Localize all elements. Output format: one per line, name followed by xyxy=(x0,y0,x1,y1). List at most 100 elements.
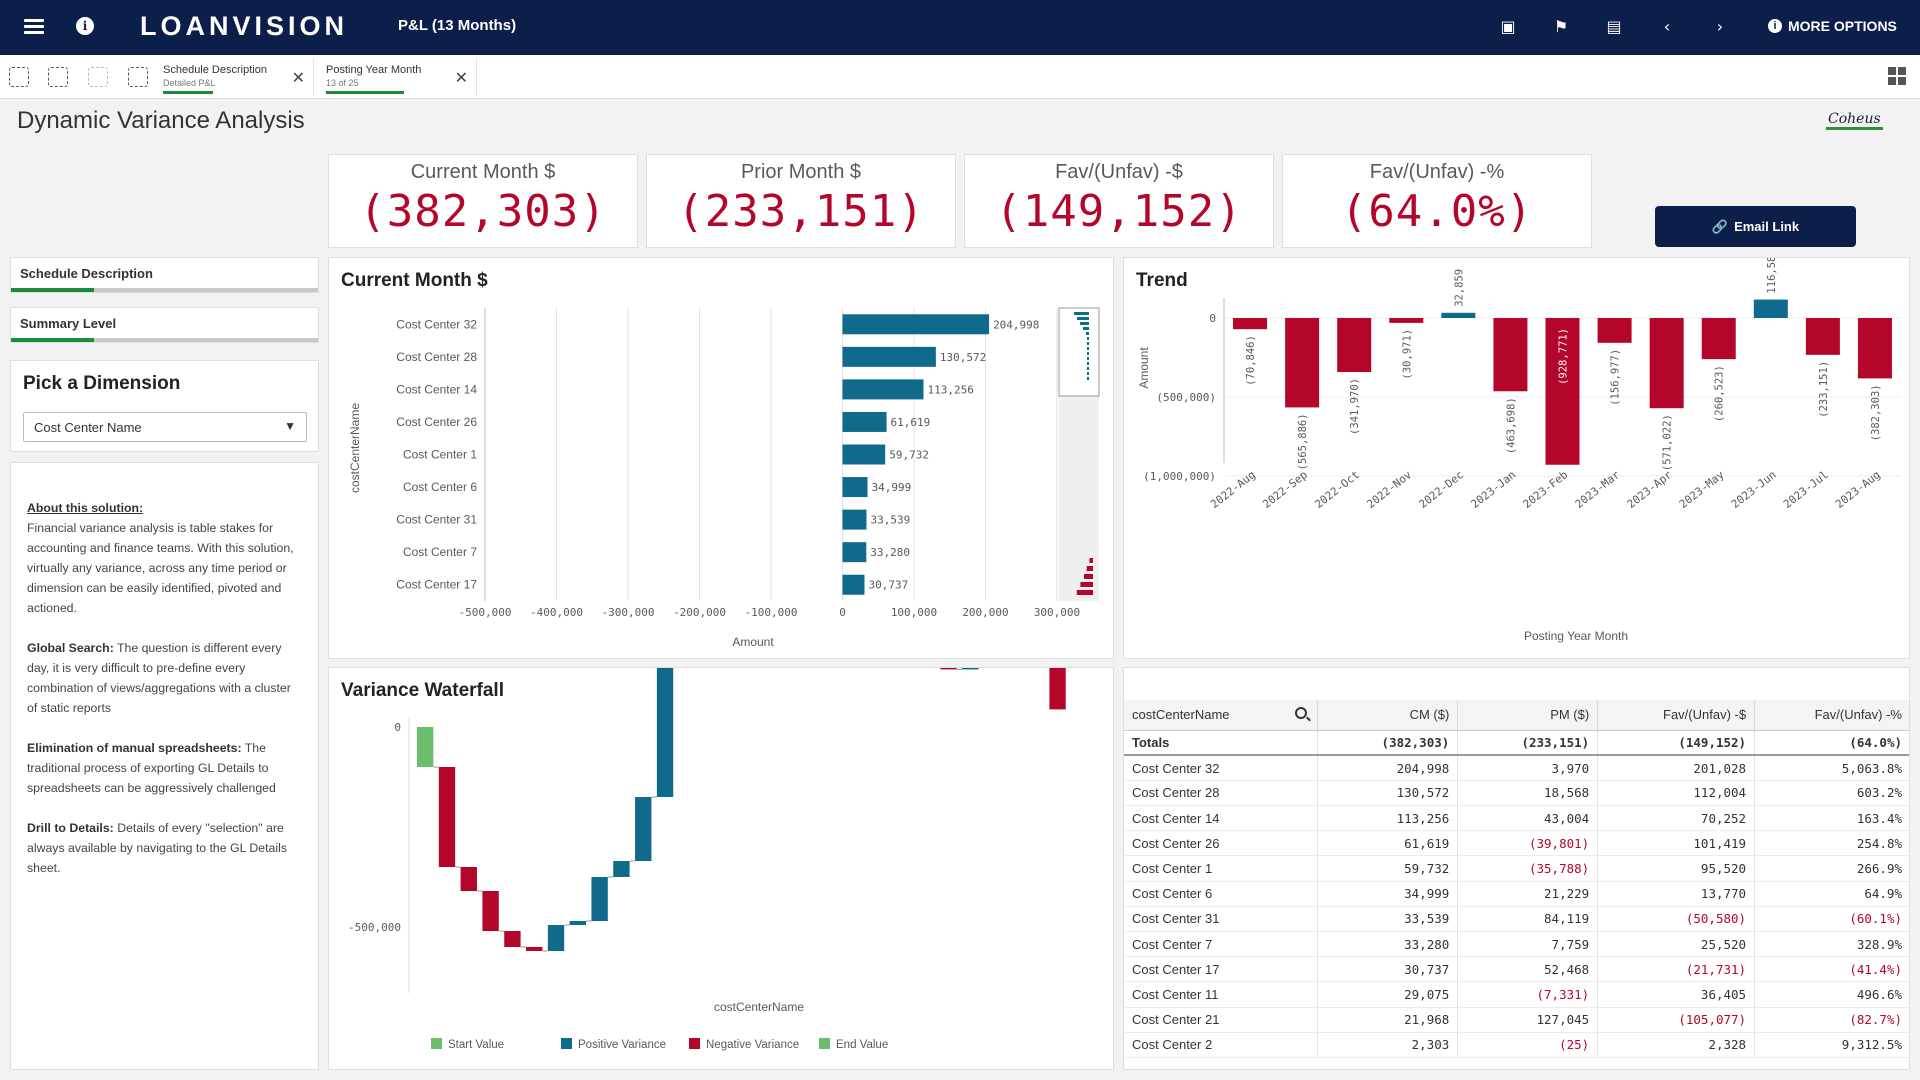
cost-center-cell[interactable]: Cost Center 2 xyxy=(1124,1032,1319,1058)
clear-selections-icon[interactable] xyxy=(128,67,148,87)
bar-value-label: (233,151) xyxy=(1818,361,1830,418)
sheets-icon[interactable]: ▤ xyxy=(1606,17,1622,36)
column-header-fav-dollar[interactable]: Fav/(Unfav) -$ xyxy=(1597,700,1756,731)
search-icon[interactable] xyxy=(1295,707,1308,719)
x-tick-label: 2023-Jul xyxy=(1781,468,1831,511)
value-cell: 7,759 xyxy=(1457,931,1599,958)
table-row[interactable]: Cost Center 17 30,737 52,468 (21,731) (41.4%… xyxy=(1124,956,1909,983)
step-forward-icon[interactable] xyxy=(88,67,108,87)
bar xyxy=(1285,318,1320,408)
more-options-button[interactable]: i MORE OPTIONS xyxy=(1768,18,1897,34)
current-month-chart[interactable]: -500,000 -400,000 -300,000 -200,000 -100,000… xyxy=(329,258,1115,660)
overview-bar xyxy=(1087,352,1089,355)
kpi-fav-unfav-percent[interactable]: Fav/(Unfav) -% (64.0%) xyxy=(1282,154,1592,248)
table-row[interactable]: Cost Center 32 204,998 3,970 201,028 5,063.8… xyxy=(1124,755,1909,781)
column-header-cm[interactable]: CM ($) xyxy=(1317,700,1459,731)
column-header-pm[interactable]: PM ($) xyxy=(1457,700,1599,731)
bar-value-label: (565,886) xyxy=(1297,413,1309,470)
close-icon[interactable]: ✕ xyxy=(291,68,305,87)
column-label: CM ($) xyxy=(1409,707,1450,723)
selection-field: Posting Year Month xyxy=(326,64,422,76)
x-tick-label: 300,000 xyxy=(1034,606,1080,619)
filter-summary-level[interactable]: Summary Level xyxy=(10,307,319,343)
cost-center-cell[interactable]: Cost Center 14 xyxy=(1124,805,1319,832)
smart-search-icon[interactable] xyxy=(9,67,29,87)
table-row[interactable]: Cost Center 28 130,572 18,568 112,004 603.2% xyxy=(1124,780,1909,807)
table-row[interactable]: Cost Center 26 61,619 (39,801) 101,419 254.8… xyxy=(1124,830,1909,857)
value-cell: (39,801) xyxy=(1457,830,1599,857)
kpi-current-month[interactable]: Current Month $ (382,303) xyxy=(328,154,638,248)
overview-bar xyxy=(1080,322,1089,325)
bar xyxy=(1545,318,1580,465)
overview-bar xyxy=(1086,332,1089,335)
value-cell: 130,572 xyxy=(1317,780,1459,807)
table-row[interactable]: Cost Center 21 21,968 127,045 (105,077) (82.… xyxy=(1124,1007,1909,1033)
info-icon[interactable]: i xyxy=(76,17,94,35)
value-cell: 5,063.8% xyxy=(1754,755,1909,781)
cost-center-cell[interactable]: Cost Center 1 xyxy=(1124,855,1319,882)
kpi-prior-month[interactable]: Prior Month $ (233,151) xyxy=(646,154,956,248)
cost-center-cell[interactable]: Cost Center 26 xyxy=(1124,830,1319,857)
value-cell: 9,312.5% xyxy=(1754,1032,1909,1058)
cost-center-cell[interactable]: Cost Center 11 xyxy=(1124,981,1319,1008)
legend-label: Positive Variance xyxy=(578,1039,666,1051)
table-row[interactable]: Cost Center 6 34,999 21,229 13,770 64.9% xyxy=(1124,881,1909,907)
value-cell: (233,151) xyxy=(1457,730,1599,757)
column-header-fav-percent[interactable]: Fav/(Unfav) -% xyxy=(1754,700,1909,731)
variance-waterfall-chart[interactable]: 0 -500,000 costCenterName Start Value Positi… xyxy=(329,668,1115,1071)
bar xyxy=(842,477,868,498)
cost-center-cell[interactable]: Cost Center 7 xyxy=(1124,931,1319,958)
cost-center-cell[interactable]: Totals xyxy=(1124,730,1319,757)
category-label: Cost Center 32 xyxy=(396,317,477,331)
value-cell: 21,968 xyxy=(1317,1007,1459,1033)
present-icon[interactable]: ▣ xyxy=(1500,17,1516,36)
cost-center-cell[interactable]: Cost Center 28 xyxy=(1124,780,1319,807)
cost-center-cell[interactable]: Cost Center 17 xyxy=(1124,956,1319,983)
step-back-icon[interactable] xyxy=(48,67,68,87)
table-row[interactable]: Cost Center 2 2,303 (25) 2,328 9,312.5% xyxy=(1124,1032,1909,1058)
next-sheet-icon[interactable]: › xyxy=(1716,17,1724,36)
positive-variance-bar xyxy=(591,877,608,921)
y-tick-label: -500,000 xyxy=(348,921,401,934)
selection-chip-posting-year-month[interactable]: Posting Year Month 13 of 25 ✕ xyxy=(320,58,477,96)
column-header-cost-center[interactable]: costCenterName xyxy=(1124,700,1319,731)
hamburger-menu-icon[interactable] xyxy=(24,16,44,38)
table-row[interactable]: Cost Center 31 33,539 84,119 (50,580) (60.1%… xyxy=(1124,906,1909,933)
selection-chip-schedule[interactable]: Schedule Description Detailed P&L ✕ xyxy=(157,58,314,96)
x-axis-title: Amount xyxy=(732,635,774,649)
spreadsheets-heading: Elimination of manual spreadsheets: xyxy=(27,741,242,755)
email-link-button[interactable]: 🔗 Email Link xyxy=(1655,206,1856,247)
link-icon: 🔗 xyxy=(1711,218,1729,234)
dimension-select[interactable]: Cost Center Name ▼ xyxy=(23,412,307,442)
trend-chart[interactable]: 500,0000(500,000)(1,000,000)AmountPostin… xyxy=(1124,258,1911,660)
cost-center-cell[interactable]: Cost Center 21 xyxy=(1124,1007,1319,1033)
chevron-down-icon: ▼ xyxy=(284,419,296,433)
category-label: Cost Center 31 xyxy=(396,513,477,527)
selections-bar: Schedule Description Detailed P&L ✕ Post… xyxy=(0,55,1920,99)
negative-variance-bar xyxy=(526,947,543,951)
filter-schedule-description[interactable]: Schedule Description xyxy=(10,257,319,293)
bar xyxy=(1233,318,1268,330)
previous-sheet-icon[interactable]: ‹ xyxy=(1663,17,1671,36)
variance-table: costCenterName CM ($) PM ($) Fav/(Unfav)… xyxy=(1124,700,1909,1058)
close-icon[interactable]: ✕ xyxy=(454,68,468,87)
table-row[interactable]: Cost Center 11 29,075 (7,331) 36,405 496.6% xyxy=(1124,981,1909,1008)
cost-center-cell[interactable]: Cost Center 6 xyxy=(1124,881,1319,907)
kpi-label: Current Month $ xyxy=(410,161,556,183)
overview-bar xyxy=(1087,347,1089,350)
x-tick-label: -400,000 xyxy=(530,606,583,619)
table-row[interactable]: Cost Center 14 113,256 43,004 70,252 163.4% xyxy=(1124,805,1909,832)
grid-menu-icon[interactable] xyxy=(1888,67,1906,85)
value-cell: (21,731) xyxy=(1597,956,1756,983)
kpi-fav-unfav-dollar[interactable]: Fav/(Unfav) -$ (149,152) xyxy=(964,154,1274,248)
bar xyxy=(1597,318,1632,343)
totals-row[interactable]: Totals (382,303) (233,151) (149,152) (64.0%) xyxy=(1124,730,1909,757)
table-row[interactable]: Cost Center 7 33,280 7,759 25,520 328.9% xyxy=(1124,931,1909,958)
cost-center-cell[interactable]: Cost Center 31 xyxy=(1124,906,1319,933)
current-month-chart-panel: Current Month $ -500,000 -400,000 -300,000… xyxy=(328,257,1114,659)
cost-center-cell[interactable]: Cost Center 32 xyxy=(1124,755,1319,781)
bar-value-label: (571,022) xyxy=(1662,414,1674,471)
bar xyxy=(1701,318,1736,360)
table-row[interactable]: Cost Center 1 59,732 (35,788) 95,520 266.9% xyxy=(1124,855,1909,882)
bookmark-icon[interactable]: ⚑ xyxy=(1553,17,1569,36)
